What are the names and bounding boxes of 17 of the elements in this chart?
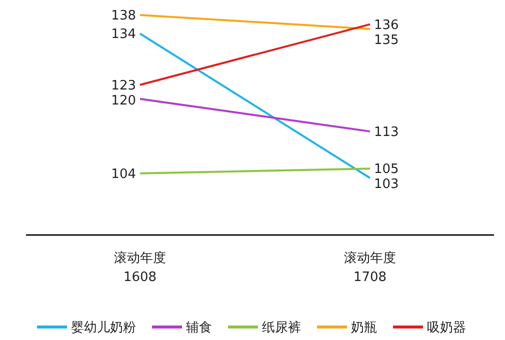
legend-label: 奶瓶 bbox=[351, 320, 377, 336]
legend-label: 纸尿裤 bbox=[262, 320, 301, 336]
data-label: 104 bbox=[111, 166, 136, 182]
data-label: 103 bbox=[374, 177, 399, 192]
x-tick-label: 滚动年度 1708 bbox=[344, 250, 396, 285]
data-label: 138 bbox=[111, 8, 136, 24]
x-tick-label: 滚动年度 1608 bbox=[114, 250, 166, 285]
data-label: 120 bbox=[111, 93, 136, 108]
data-label: 136 bbox=[374, 18, 399, 33]
data-label: 134 bbox=[111, 27, 136, 42]
legend-label: 婴幼儿奶粉 bbox=[71, 320, 136, 336]
data-label: 105 bbox=[374, 162, 399, 178]
data-label: 113 bbox=[374, 124, 399, 140]
legend-label: 吸奶器 bbox=[427, 320, 466, 336]
legend-label: 辅食 bbox=[186, 320, 212, 336]
data-label: 123 bbox=[111, 78, 136, 94]
data-label: 135 bbox=[374, 32, 399, 48]
